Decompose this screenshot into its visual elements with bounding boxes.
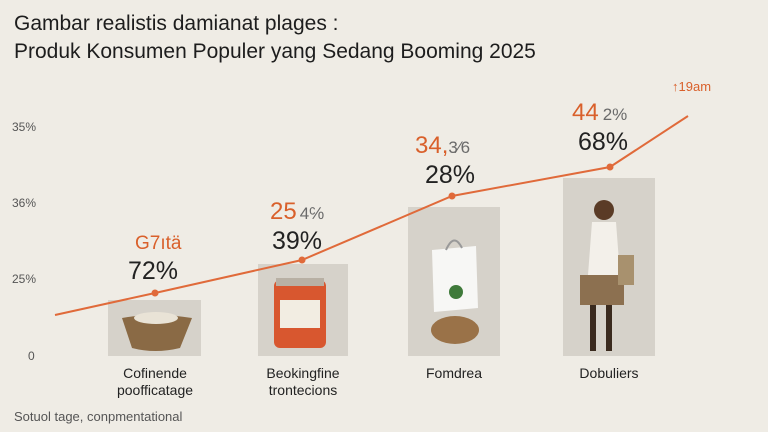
annotation: G7ıtä (135, 233, 182, 254)
trend-markers (151, 163, 614, 297)
annotation-rest: 2% (603, 105, 628, 124)
product-panel (563, 178, 655, 356)
y-axis-label: 0 (28, 349, 35, 363)
annotation-accent: 25 (270, 198, 297, 225)
annotation: 25 4℅ (270, 198, 324, 225)
annotation-rest: 3⁄6 (448, 138, 470, 157)
title-line: Gambar realistis damianat plages : (14, 12, 339, 35)
y-axis-label: 35% (12, 120, 36, 134)
product-panel (408, 207, 500, 356)
annotation-rest: 4℅ (300, 204, 325, 223)
line-end-text: 19am (679, 79, 712, 94)
annotation-accent: 34, (415, 132, 448, 159)
percent-label: 28% (425, 161, 475, 189)
trend-line (54, 115, 689, 316)
category-label: Dobuliers (579, 365, 638, 381)
category-label: Beokingfine (266, 365, 339, 381)
annotation: 44 2% (572, 99, 627, 126)
percent-label: 72% (128, 257, 178, 285)
y-axis-label: 36% (12, 196, 36, 210)
annotation-accent: G7ıtä (135, 233, 182, 254)
product-panel (108, 300, 201, 356)
y-axis-label: 25% (12, 272, 36, 286)
category-label: poofficatage (117, 382, 193, 398)
annotation-accent: 44 (572, 99, 599, 126)
percent-label: 68% (578, 128, 628, 156)
category-label: Cofinende (123, 365, 187, 381)
title-line: Produk Konsumen Populer yang Sedang Boom… (14, 40, 536, 63)
footnote: Sotuol tage, conpmentational (14, 409, 183, 424)
category-label: Fomdrea (426, 365, 482, 381)
line-end-label: ↑19am (672, 79, 711, 94)
category-label: trontecions (269, 382, 337, 398)
annotation: 34,3⁄6 (415, 132, 470, 159)
percent-label: 39% (272, 227, 322, 255)
product-panel (258, 264, 348, 356)
